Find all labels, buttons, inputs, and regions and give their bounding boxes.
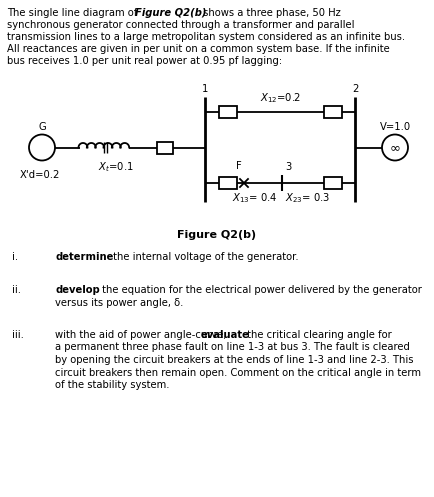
Bar [324, 106, 342, 118]
Text: $X_{12}$=0.2: $X_{12}$=0.2 [260, 91, 301, 105]
Bar [324, 177, 342, 189]
Text: 2: 2 [352, 84, 358, 94]
Text: evaluate: evaluate [200, 330, 249, 340]
Text: the internal voltage of the generator.: the internal voltage of the generator. [110, 252, 299, 262]
Circle shape [382, 135, 408, 161]
Text: with the aid of power angle-curve,: with the aid of power angle-curve, [55, 330, 230, 340]
Text: transmission lines to a large metropolitan system considered as an infinite bus.: transmission lines to a large metropolit… [7, 32, 405, 42]
Text: 3: 3 [285, 162, 291, 172]
Text: bus receives 1.0 per unit real power at 0.95 pf lagging:: bus receives 1.0 per unit real power at … [7, 56, 282, 66]
Text: of the stability system.: of the stability system. [55, 380, 170, 390]
Circle shape [29, 135, 55, 161]
Text: a permanent three phase fault on line 1-3 at bus 3. The fault is cleared: a permanent three phase fault on line 1-… [55, 342, 410, 352]
Text: All reactances are given in per unit on a common system base. If the infinite: All reactances are given in per unit on … [7, 44, 390, 54]
Text: the critical clearing angle for: the critical clearing angle for [244, 330, 392, 340]
Text: develop: develop [55, 285, 100, 295]
Text: circuit breakers then remain open. Comment on the critical angle in term: circuit breakers then remain open. Comme… [55, 367, 421, 378]
Text: ii.: ii. [12, 285, 21, 295]
Text: $\infty$: $\infty$ [389, 141, 401, 154]
Text: determine: determine [55, 252, 113, 262]
Text: Figure Q2(b): Figure Q2(b) [135, 8, 207, 18]
Text: versus its power angle, δ.: versus its power angle, δ. [55, 298, 184, 308]
Text: X'd=0.2: X'd=0.2 [20, 169, 60, 179]
Text: The single line diagram of: The single line diagram of [7, 8, 141, 18]
Text: Figure Q2(b): Figure Q2(b) [178, 230, 256, 240]
Text: synchronous generator connected through a transformer and parallel: synchronous generator connected through … [7, 20, 355, 30]
Text: by opening the circuit breakers at the ends of line 1-3 and line 2-3. This: by opening the circuit breakers at the e… [55, 355, 414, 365]
Text: iii.: iii. [12, 330, 24, 340]
Text: i.: i. [12, 252, 18, 262]
Text: F: F [236, 161, 242, 171]
Text: 1: 1 [202, 84, 208, 94]
Text: $X_t$=0.1: $X_t$=0.1 [98, 160, 134, 174]
Text: V=1.0: V=1.0 [379, 121, 411, 132]
Text: $X_{13}$= 0.4: $X_{13}$= 0.4 [232, 191, 278, 205]
Bar [157, 142, 173, 154]
Text: G: G [38, 121, 46, 132]
Text: shows a three phase, 50 Hz: shows a three phase, 50 Hz [200, 8, 341, 18]
Bar [219, 177, 237, 189]
Text: the equation for the electrical power delivered by the generator: the equation for the electrical power de… [99, 285, 422, 295]
Bar [219, 106, 237, 118]
Text: $X_{23}$= 0.3: $X_{23}$= 0.3 [285, 191, 330, 205]
